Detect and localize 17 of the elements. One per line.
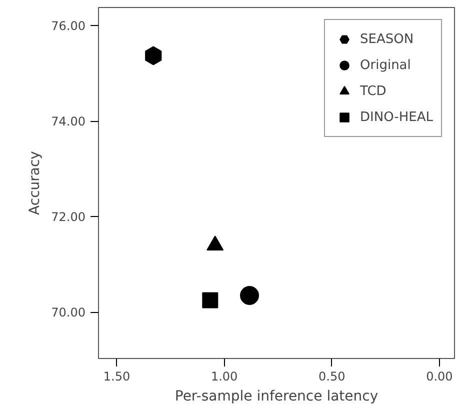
legend-label: SEASON xyxy=(360,32,414,46)
legend-label: DINO-HEAL xyxy=(360,110,433,124)
legend-label: Original xyxy=(360,58,411,72)
y-tick-label: 76.00 xyxy=(51,19,86,34)
point xyxy=(145,46,162,66)
x-axis-title: Per-sample inference latency xyxy=(174,388,378,404)
y-tick-label: 72.00 xyxy=(51,210,86,224)
y-tick-label: 74.00 xyxy=(51,114,86,129)
y-axis-title: Accuracy xyxy=(27,151,44,215)
point xyxy=(240,286,260,305)
y-tick-label: 70.00 xyxy=(51,306,86,320)
x-tick-label: 1.00 xyxy=(210,370,238,384)
legend-label: TCD xyxy=(360,84,386,98)
x-tick-label: 0.00 xyxy=(426,370,453,384)
point xyxy=(202,292,218,308)
x-tick-label: 0.50 xyxy=(318,370,346,384)
x-tick-label: 1.50 xyxy=(103,370,130,384)
